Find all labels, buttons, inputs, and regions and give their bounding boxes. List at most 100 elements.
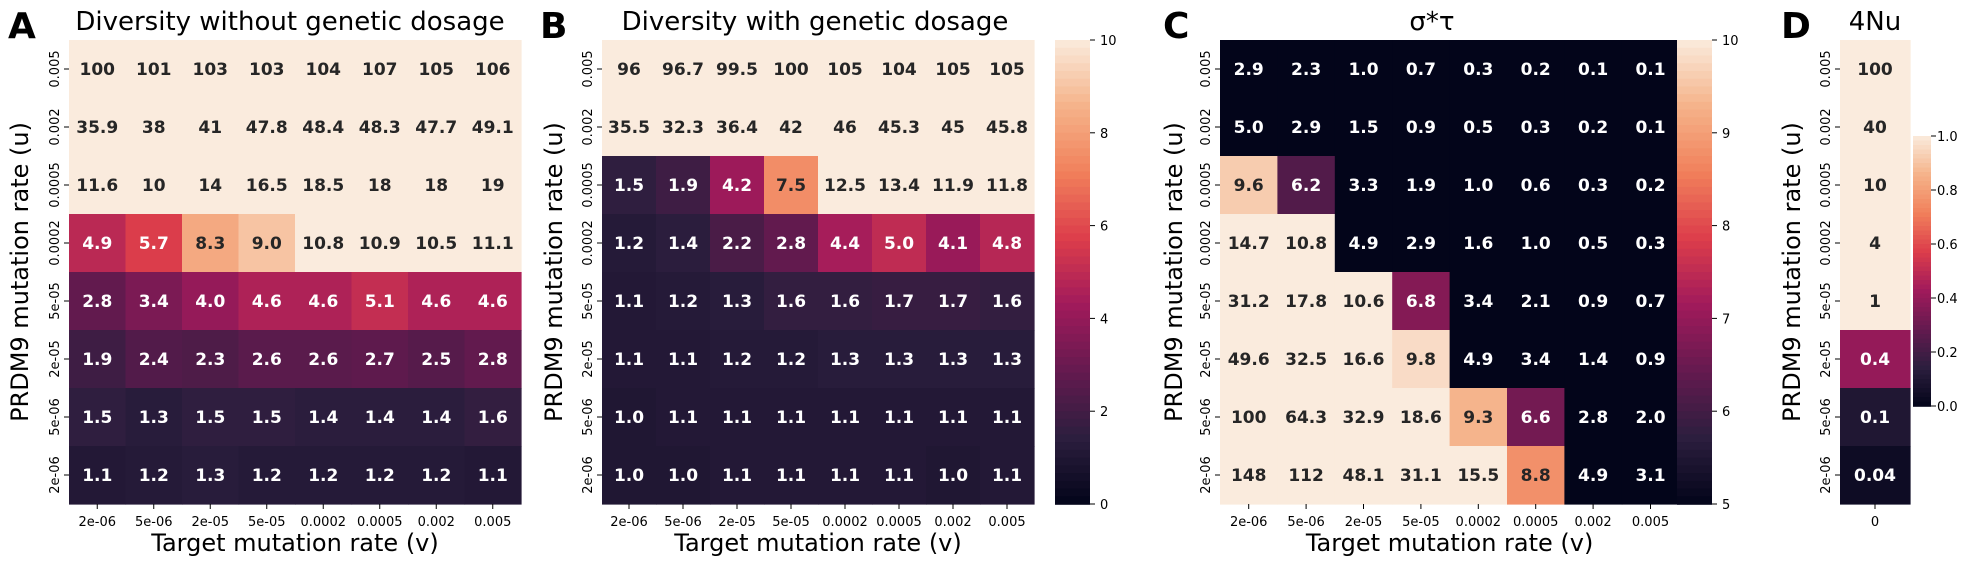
cell-value-label: 6.8 [1406, 292, 1436, 312]
colorbar-segment [1055, 310, 1090, 320]
colorbar-segment [1055, 125, 1090, 134]
cell-value-label: 35.9 [76, 118, 118, 138]
colorbar-segment [1677, 372, 1712, 382]
heatmap-cell [872, 272, 927, 331]
colorbar-segment [1055, 364, 1090, 374]
cell-value-label: 1.2 [614, 234, 644, 254]
cell-value-label: 2.3 [195, 350, 225, 370]
heatmap-cell [238, 40, 296, 99]
heatmap-cell [1840, 214, 1911, 273]
cell-value-label: 101 [136, 60, 172, 80]
colorbar-segment [1677, 403, 1712, 412]
colorbar-segment [1913, 221, 1931, 227]
colorbar-segment [1055, 241, 1090, 250]
heatmap-cell [926, 40, 981, 99]
cell-value-label: 1.3 [884, 350, 914, 370]
heatmap-cell [1449, 156, 1508, 215]
colorbar-segment [1055, 442, 1090, 451]
colorbar-segment [1913, 334, 1931, 340]
colorbar-segment [1913, 374, 1931, 380]
heatmap-cell [1277, 98, 1336, 157]
cell-value-label: 0.3 [1463, 60, 1493, 80]
heatmap-cell [1564, 388, 1623, 447]
heatmap-cell [1507, 330, 1565, 389]
cell-value-label: 9.3 [1463, 408, 1493, 428]
panel-title: Diversity without genetic dosage [75, 7, 504, 37]
y-tick-label: 2e-06 [48, 456, 63, 494]
colorbar-segment [1677, 449, 1712, 459]
cell-value-label: 10.8 [302, 234, 344, 254]
colorbar-tick-label: 0 [1100, 498, 1108, 513]
colorbar-segment [1055, 333, 1090, 343]
y-tick-label: 0.0002 [48, 220, 63, 266]
colorbar-segment [1055, 496, 1090, 505]
heatmap-cell [295, 98, 353, 157]
colorbar-segment [1055, 349, 1090, 358]
cell-value-label: 1.2 [421, 466, 451, 486]
cell-value-label: 10.9 [359, 234, 401, 254]
cell-value-label: 10.5 [415, 234, 457, 254]
cell-value-label: 2.6 [308, 350, 338, 370]
cell-value-label: 12.5 [824, 176, 866, 196]
colorbar-segment [1677, 418, 1712, 428]
colorbar-segment [1055, 148, 1090, 157]
cell-value-label: 4.9 [82, 234, 112, 254]
colorbar-segment [1677, 480, 1712, 490]
colorbar-segment [1677, 78, 1712, 88]
heatmap-cell [710, 272, 765, 331]
cell-value-label: 0.3 [1578, 176, 1608, 196]
cell-value-label: 6.2 [1291, 176, 1321, 196]
heatmap-cell [1507, 156, 1565, 215]
heatmap-cell [238, 330, 296, 389]
heatmap-cell [980, 214, 1035, 273]
cell-value-label: 1.1 [668, 408, 698, 428]
heatmap-cell [1564, 330, 1623, 389]
heatmap-cells-layer [69, 40, 1931, 505]
cell-value-label: 99.5 [716, 60, 758, 80]
heatmap-cell [1392, 214, 1451, 273]
heatmap-cell [1334, 388, 1393, 447]
colorbar-segment [1677, 442, 1712, 451]
colorbar-segment [1913, 329, 1931, 335]
heatmap-cell [182, 98, 240, 157]
cell-value-label: 1.1 [830, 466, 860, 486]
heatmap-cell [764, 98, 819, 157]
cell-value-label: 0.7 [1635, 292, 1665, 312]
cell-value-label: 18 [424, 176, 448, 196]
y-tick-label: 5e-05 [48, 282, 63, 320]
cell-value-label: 9.8 [1406, 350, 1436, 370]
cell-value-label: 32.5 [1285, 350, 1327, 370]
heatmap-cell [1840, 330, 1911, 389]
heatmap-cell [1564, 98, 1623, 157]
heatmap-cell [1840, 156, 1911, 215]
colorbar-segment [1677, 210, 1712, 219]
x-tick-label: 0 [1871, 515, 1879, 530]
y-tick-label: 5e-06 [1199, 398, 1214, 436]
x-tick-label: 2e-06 [78, 515, 116, 530]
x-tick-label: 0.0005 [357, 515, 403, 530]
heatmap-cell [1507, 446, 1565, 505]
colorbar-segment [1055, 426, 1090, 436]
cell-value-label: 1.5 [1348, 118, 1378, 138]
colorbar-segment [1677, 248, 1712, 258]
cell-value-label: 96.7 [662, 60, 704, 80]
heatmap-cell [656, 272, 711, 331]
y-axis-label: PRDM9 mutation rate (u) [1160, 122, 1188, 422]
colorbar-segment [1913, 163, 1931, 169]
cell-value-label: 17.8 [1285, 292, 1327, 312]
colorbar-segment [1913, 212, 1931, 218]
heatmap-cell [602, 330, 657, 389]
x-tick-label: 5e-06 [1287, 515, 1325, 530]
cell-value-label: 105 [989, 60, 1025, 80]
cell-value-label: 5.0 [1234, 118, 1264, 138]
heatmap-cell [295, 272, 353, 331]
heatmap-cell [182, 156, 240, 215]
heatmap-cell [1507, 388, 1565, 447]
heatmap-cell [351, 272, 409, 331]
colorbar-segment [1913, 298, 1931, 304]
heatmap-cell [1220, 446, 1278, 505]
colorbar-segment [1677, 287, 1712, 296]
x-tick-label: 0.0002 [822, 515, 868, 530]
heatmap-cell [872, 98, 927, 157]
heatmap-cell [656, 98, 711, 157]
